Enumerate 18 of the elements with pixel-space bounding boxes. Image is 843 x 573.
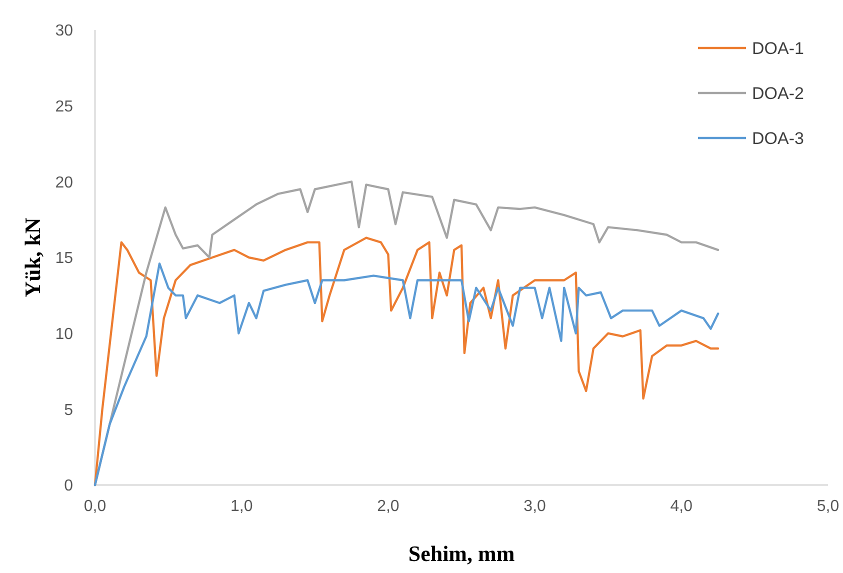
y-tick-label: 25 — [55, 98, 74, 116]
legend-label: DOA-2 — [752, 84, 804, 103]
y-tick-label: 5 — [64, 402, 74, 419]
legend-label: DOA-3 — [752, 128, 804, 148]
x-tick-label: 5,0 — [816, 498, 840, 515]
y-tick-label: 10 — [55, 326, 74, 343]
x-tick-label: 3,0 — [524, 498, 546, 515]
y-axis-title: Yük, kN — [20, 218, 45, 298]
x-tick-label: 0,0 — [84, 498, 106, 515]
legend-label: DOA-1 — [752, 38, 804, 58]
x-tick-label: 2,0 — [377, 498, 400, 515]
x-tick-label: 1,0 — [230, 498, 253, 515]
y-tick-label: 0 — [64, 478, 74, 495]
y-tick-label: 15 — [55, 250, 74, 268]
x-axis-title: Sehim, mm — [408, 541, 515, 566]
x-tick-label: 4,0 — [670, 498, 693, 515]
y-tick-label: 20 — [55, 174, 74, 192]
y-tick-label: 30 — [55, 22, 74, 40]
